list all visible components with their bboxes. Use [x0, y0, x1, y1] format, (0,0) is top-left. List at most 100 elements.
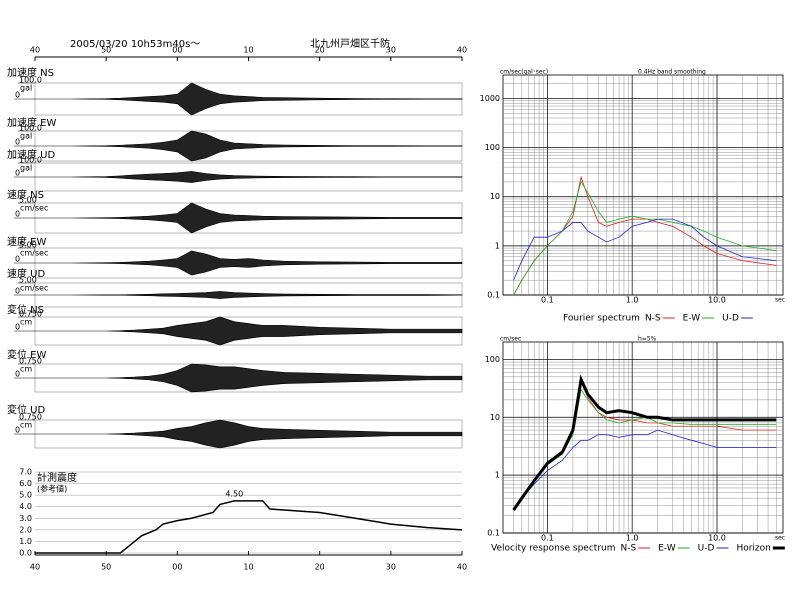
- zero-label: 0: [15, 169, 20, 178]
- legend-label: U-D: [698, 544, 715, 554]
- trace-label: 加速度 UD: [7, 148, 55, 161]
- x-tick-label: 50: [101, 46, 111, 55]
- trace-label: 加速度 EW: [7, 116, 56, 129]
- waveform-envelope: [35, 250, 463, 276]
- unit-label: gal: [20, 132, 32, 141]
- x-tick-label: 10: [243, 563, 253, 572]
- y-label: cm/sec: [500, 336, 521, 343]
- y-tick-label: 6.0: [19, 479, 32, 488]
- x-tick-label: 10.0: [708, 296, 726, 305]
- legend-label: Horizon: [736, 544, 770, 554]
- waveform-envelope: [35, 419, 463, 449]
- waveform-envelope: [35, 82, 463, 116]
- x-tick-label: 40: [30, 46, 40, 55]
- y-tick-label: 100: [485, 355, 500, 364]
- y-tick-label: 10: [490, 413, 500, 422]
- spectrum-line: [513, 180, 777, 296]
- y-tick-label: 2.0: [19, 525, 32, 534]
- unit-label: cm: [20, 365, 32, 374]
- y-tick-label: 1.0: [19, 537, 32, 546]
- unit-label: cm/sec: [20, 284, 48, 293]
- x-tick-label: 40: [30, 563, 40, 572]
- x-tick-label: 10: [243, 46, 253, 55]
- scale-label: 100.0: [19, 124, 42, 133]
- x-unit: sec: [775, 297, 785, 304]
- trace-label: 加速度 NS: [7, 66, 54, 79]
- trace-label: 変位 NS: [7, 303, 44, 316]
- trace-label: 変位 EW: [7, 348, 46, 361]
- zero-label: 0: [15, 287, 20, 296]
- y-tick-label: 3.0: [19, 514, 32, 523]
- legend-label: U-D: [722, 314, 739, 324]
- spectrum-line: [513, 429, 777, 511]
- zero-label: 0: [15, 255, 20, 264]
- x-tick-label: 10.0: [708, 534, 726, 543]
- zero-label: 0: [15, 91, 20, 100]
- legend-label: N-S: [621, 544, 637, 554]
- trace-label: 速度 UD: [7, 267, 45, 280]
- legend-label: E-W: [658, 544, 676, 554]
- y-tick-label: 0.1: [487, 529, 500, 538]
- x-tick-label: 20: [315, 46, 325, 55]
- spectrum-line: [512, 374, 777, 511]
- scale-label: 0.750: [19, 413, 42, 422]
- date: 2005/03/20 10h53m40s～: [70, 39, 200, 50]
- x-unit: sec: [775, 535, 785, 542]
- x-tick-label: 1.0: [626, 296, 639, 305]
- chart-subtitle: (参考値): [37, 484, 67, 494]
- x-tick-label: 30: [386, 563, 396, 572]
- legend-label: E-W: [683, 314, 701, 324]
- trace-label: 速度 NS: [7, 188, 44, 201]
- spectrum-line: [513, 218, 777, 281]
- x-tick-label: 20: [315, 563, 325, 572]
- waveform-envelope: [35, 316, 463, 346]
- scale-label: 0.750: [19, 310, 42, 319]
- intensity-line: [35, 500, 463, 554]
- scale-label: 5.00: [19, 276, 37, 285]
- unit-label: cm: [20, 421, 32, 430]
- y-tick-label: 1: [495, 241, 500, 250]
- x-tick-label: 30: [386, 46, 396, 55]
- unit-label: cm: [20, 318, 32, 327]
- x-tick-label: 40: [457, 46, 467, 55]
- waveform-envelope: [35, 171, 463, 183]
- x-tick-label: 0.1: [541, 534, 554, 543]
- y-tick-label: 7.0: [19, 468, 32, 477]
- scale-label: 0.750: [19, 357, 42, 366]
- x-tick-label: 40: [457, 563, 467, 572]
- zero-label: 0: [15, 210, 20, 219]
- trace-label: 変位 UD: [7, 403, 45, 416]
- unit-label: gal: [20, 84, 32, 93]
- unit-label: gal: [20, 164, 32, 173]
- zero-label: 0: [15, 426, 20, 435]
- waveform-envelope: [35, 130, 463, 162]
- chart-title: 計測震度: [37, 471, 77, 484]
- scale-label: 100.0: [19, 76, 42, 85]
- zero-label: 0: [15, 370, 20, 379]
- x-tick-label: 50: [101, 563, 111, 572]
- zero-label: 0: [15, 138, 20, 147]
- y-tick-label: 10: [490, 192, 500, 201]
- y-tick-label: 5.0: [19, 491, 32, 500]
- legend-label: N-S: [645, 314, 661, 324]
- unit-label: cm/sec: [20, 249, 48, 258]
- waveform-envelope: [35, 363, 463, 393]
- unit-label: cm/sec: [20, 204, 48, 213]
- x-tick-label: 00: [172, 563, 182, 572]
- y-tick-label: 4.0: [19, 502, 32, 511]
- waveform-envelope: [35, 202, 463, 234]
- scale-label: 5.00: [19, 196, 37, 205]
- scale-label: 100.0: [19, 156, 42, 165]
- legend-title: Fourier spectrum: [563, 314, 640, 324]
- y-tick-label: 1000: [480, 94, 500, 103]
- x-tick-label: 00: [172, 46, 182, 55]
- y-tick-label: 100: [485, 143, 500, 152]
- subtitle: h=5%: [638, 336, 657, 343]
- legend-title: Velocity response spectrum: [491, 544, 616, 554]
- subtitle: 0.4Hz band smoothing: [638, 69, 706, 76]
- x-tick-label: 0.1: [541, 296, 554, 305]
- y-label: cm/sec(gal･sec): [500, 69, 548, 76]
